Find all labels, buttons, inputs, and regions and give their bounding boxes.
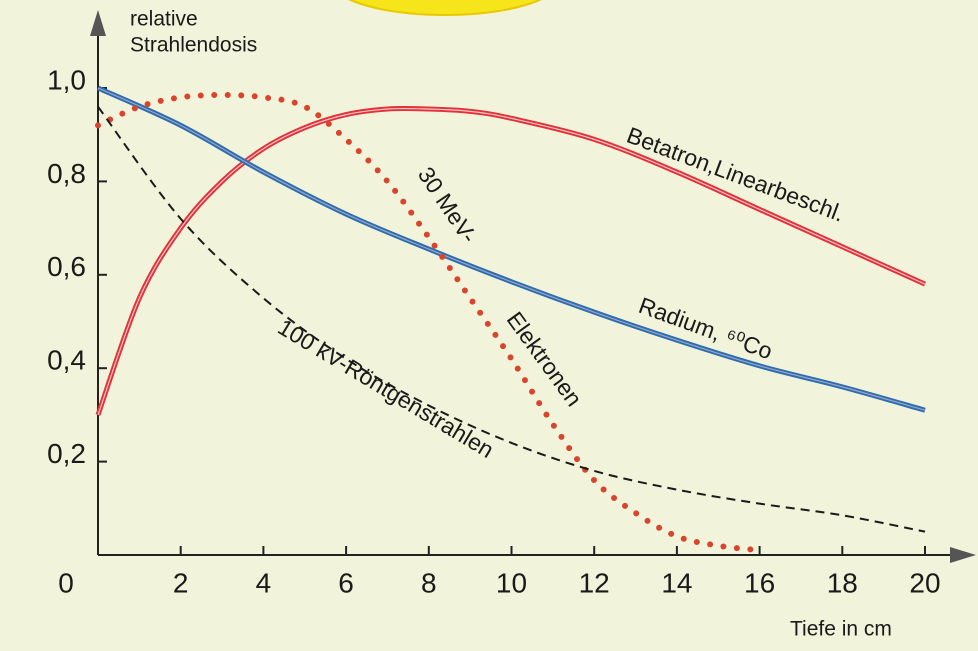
x-axis-arrow (950, 547, 976, 563)
series-line (98, 88, 925, 410)
x-axis-label: Tiefe in cm (790, 618, 892, 641)
axes (90, 10, 976, 563)
y-tick-label: 0,2 (47, 438, 86, 469)
x-tick-label: 8 (421, 567, 437, 598)
x-tick-label: 16 (744, 567, 775, 598)
x-tick-label: 20 (909, 567, 940, 598)
y-tick-label: 0,8 (47, 158, 86, 189)
y-tick-label: 1,0 (47, 64, 86, 95)
x-tick-label: 14 (661, 567, 692, 598)
y-axis-label: relative (130, 8, 198, 31)
x-tick-label: 18 (827, 567, 858, 598)
x-tick-label: 0 (58, 567, 74, 598)
x-tick-label: 12 (579, 567, 610, 598)
series-label: Betatron,Linearbeschl. (623, 122, 848, 227)
series-line-inner (98, 88, 925, 410)
y-tick-label: 0,4 (47, 345, 86, 376)
series-label: Elektronen (502, 307, 588, 411)
x-tick-label: 10 (496, 567, 527, 598)
x-tick-label: 6 (338, 567, 354, 598)
y-tick-label: 0,6 (47, 251, 86, 282)
series-label: 30 MeV- (413, 162, 482, 248)
y-axis-label: Strahlendosis (130, 34, 257, 57)
chart: relative Strahlendosis Tiefe in cm 0 2 4 6 8… (0, 0, 978, 651)
series-label: Radium, ⁶⁰Co (635, 292, 776, 364)
x-tick-label: 4 (256, 567, 272, 598)
decoration (330, 0, 560, 15)
series-label: 100 kV-Röntgenstrahlen (274, 314, 499, 463)
y-axis-arrow (90, 10, 106, 36)
x-tick-label: 2 (173, 567, 189, 598)
